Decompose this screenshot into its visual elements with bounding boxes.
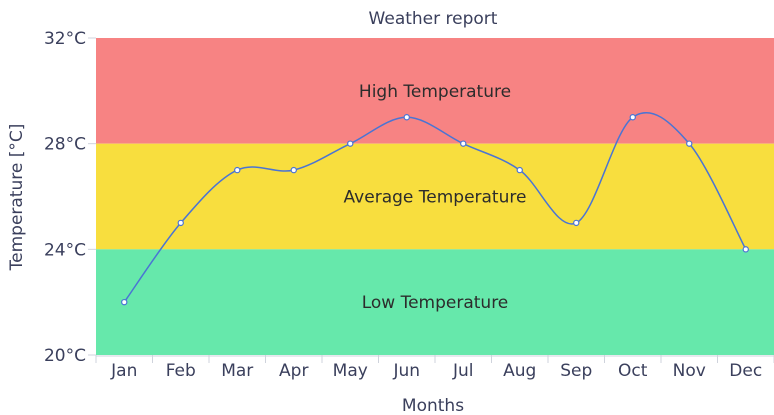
x-tick-label-jun: Jun <box>392 361 420 381</box>
data-point-dec <box>742 246 749 253</box>
data-point-oct <box>629 114 636 121</box>
data-point-mar <box>234 166 241 174</box>
y-tick-label: 28°C <box>44 135 86 155</box>
series-line-0 <box>123 111 747 303</box>
x-tick-label-may: May <box>333 361 368 381</box>
data-point-nov <box>686 140 693 147</box>
data-point-jun <box>403 114 410 121</box>
x-axis-ticks: Jan Feb Mar Apr May Jun Jul Aug Sep Oct Nov Dec <box>95 355 774 381</box>
x-tick-label-mar: Mar <box>221 361 253 381</box>
data-point-jul <box>460 140 467 147</box>
data-point-aug <box>516 166 523 174</box>
x-tick-label-sep: Sep <box>560 361 592 381</box>
series-group <box>123 111 747 303</box>
band-average-temperature <box>96 143 774 250</box>
x-tick-label-apr: Apr <box>279 361 308 381</box>
temperature-bands <box>96 38 774 355</box>
x-axis-label: Months <box>402 396 464 415</box>
x-tick-label-dec: Dec <box>729 361 762 381</box>
data-point-sep <box>573 219 580 227</box>
band-label-low-temperature: Low Temperature <box>362 293 509 313</box>
band-label-average-temperature: Average Temperature <box>344 188 527 208</box>
band-high-temperature <box>96 38 774 144</box>
x-tick-label-oct: Oct <box>618 361 648 381</box>
x-tick-label-nov: Nov <box>673 361 706 381</box>
y-axis-ticks: 20°C 24°C 28°C 32°C <box>44 29 96 366</box>
y-tick-label: 20°C <box>44 346 86 366</box>
y-axis-label: Temperature [°C] <box>7 124 27 272</box>
y-tick-label: 24°C <box>44 240 86 260</box>
x-tick-label-jan: Jan <box>110 361 137 381</box>
band-low-temperature <box>96 249 774 355</box>
x-tick-label-feb: Feb <box>166 361 196 381</box>
y-tick-label: 32°C <box>44 29 86 49</box>
data-point-feb <box>177 219 184 227</box>
x-tick-label-jul: Jul <box>452 361 474 381</box>
x-tick-label-aug: Aug <box>503 361 536 381</box>
band-labels: High Temperature Average Temperature Low T… <box>344 82 527 313</box>
data-point-may <box>347 140 354 147</box>
data-point-jan <box>121 298 128 306</box>
band-label-high-temperature: High Temperature <box>359 82 511 102</box>
chart-title: Weather report <box>369 9 498 29</box>
data-markers <box>121 114 749 306</box>
data-point-apr <box>290 166 297 174</box>
